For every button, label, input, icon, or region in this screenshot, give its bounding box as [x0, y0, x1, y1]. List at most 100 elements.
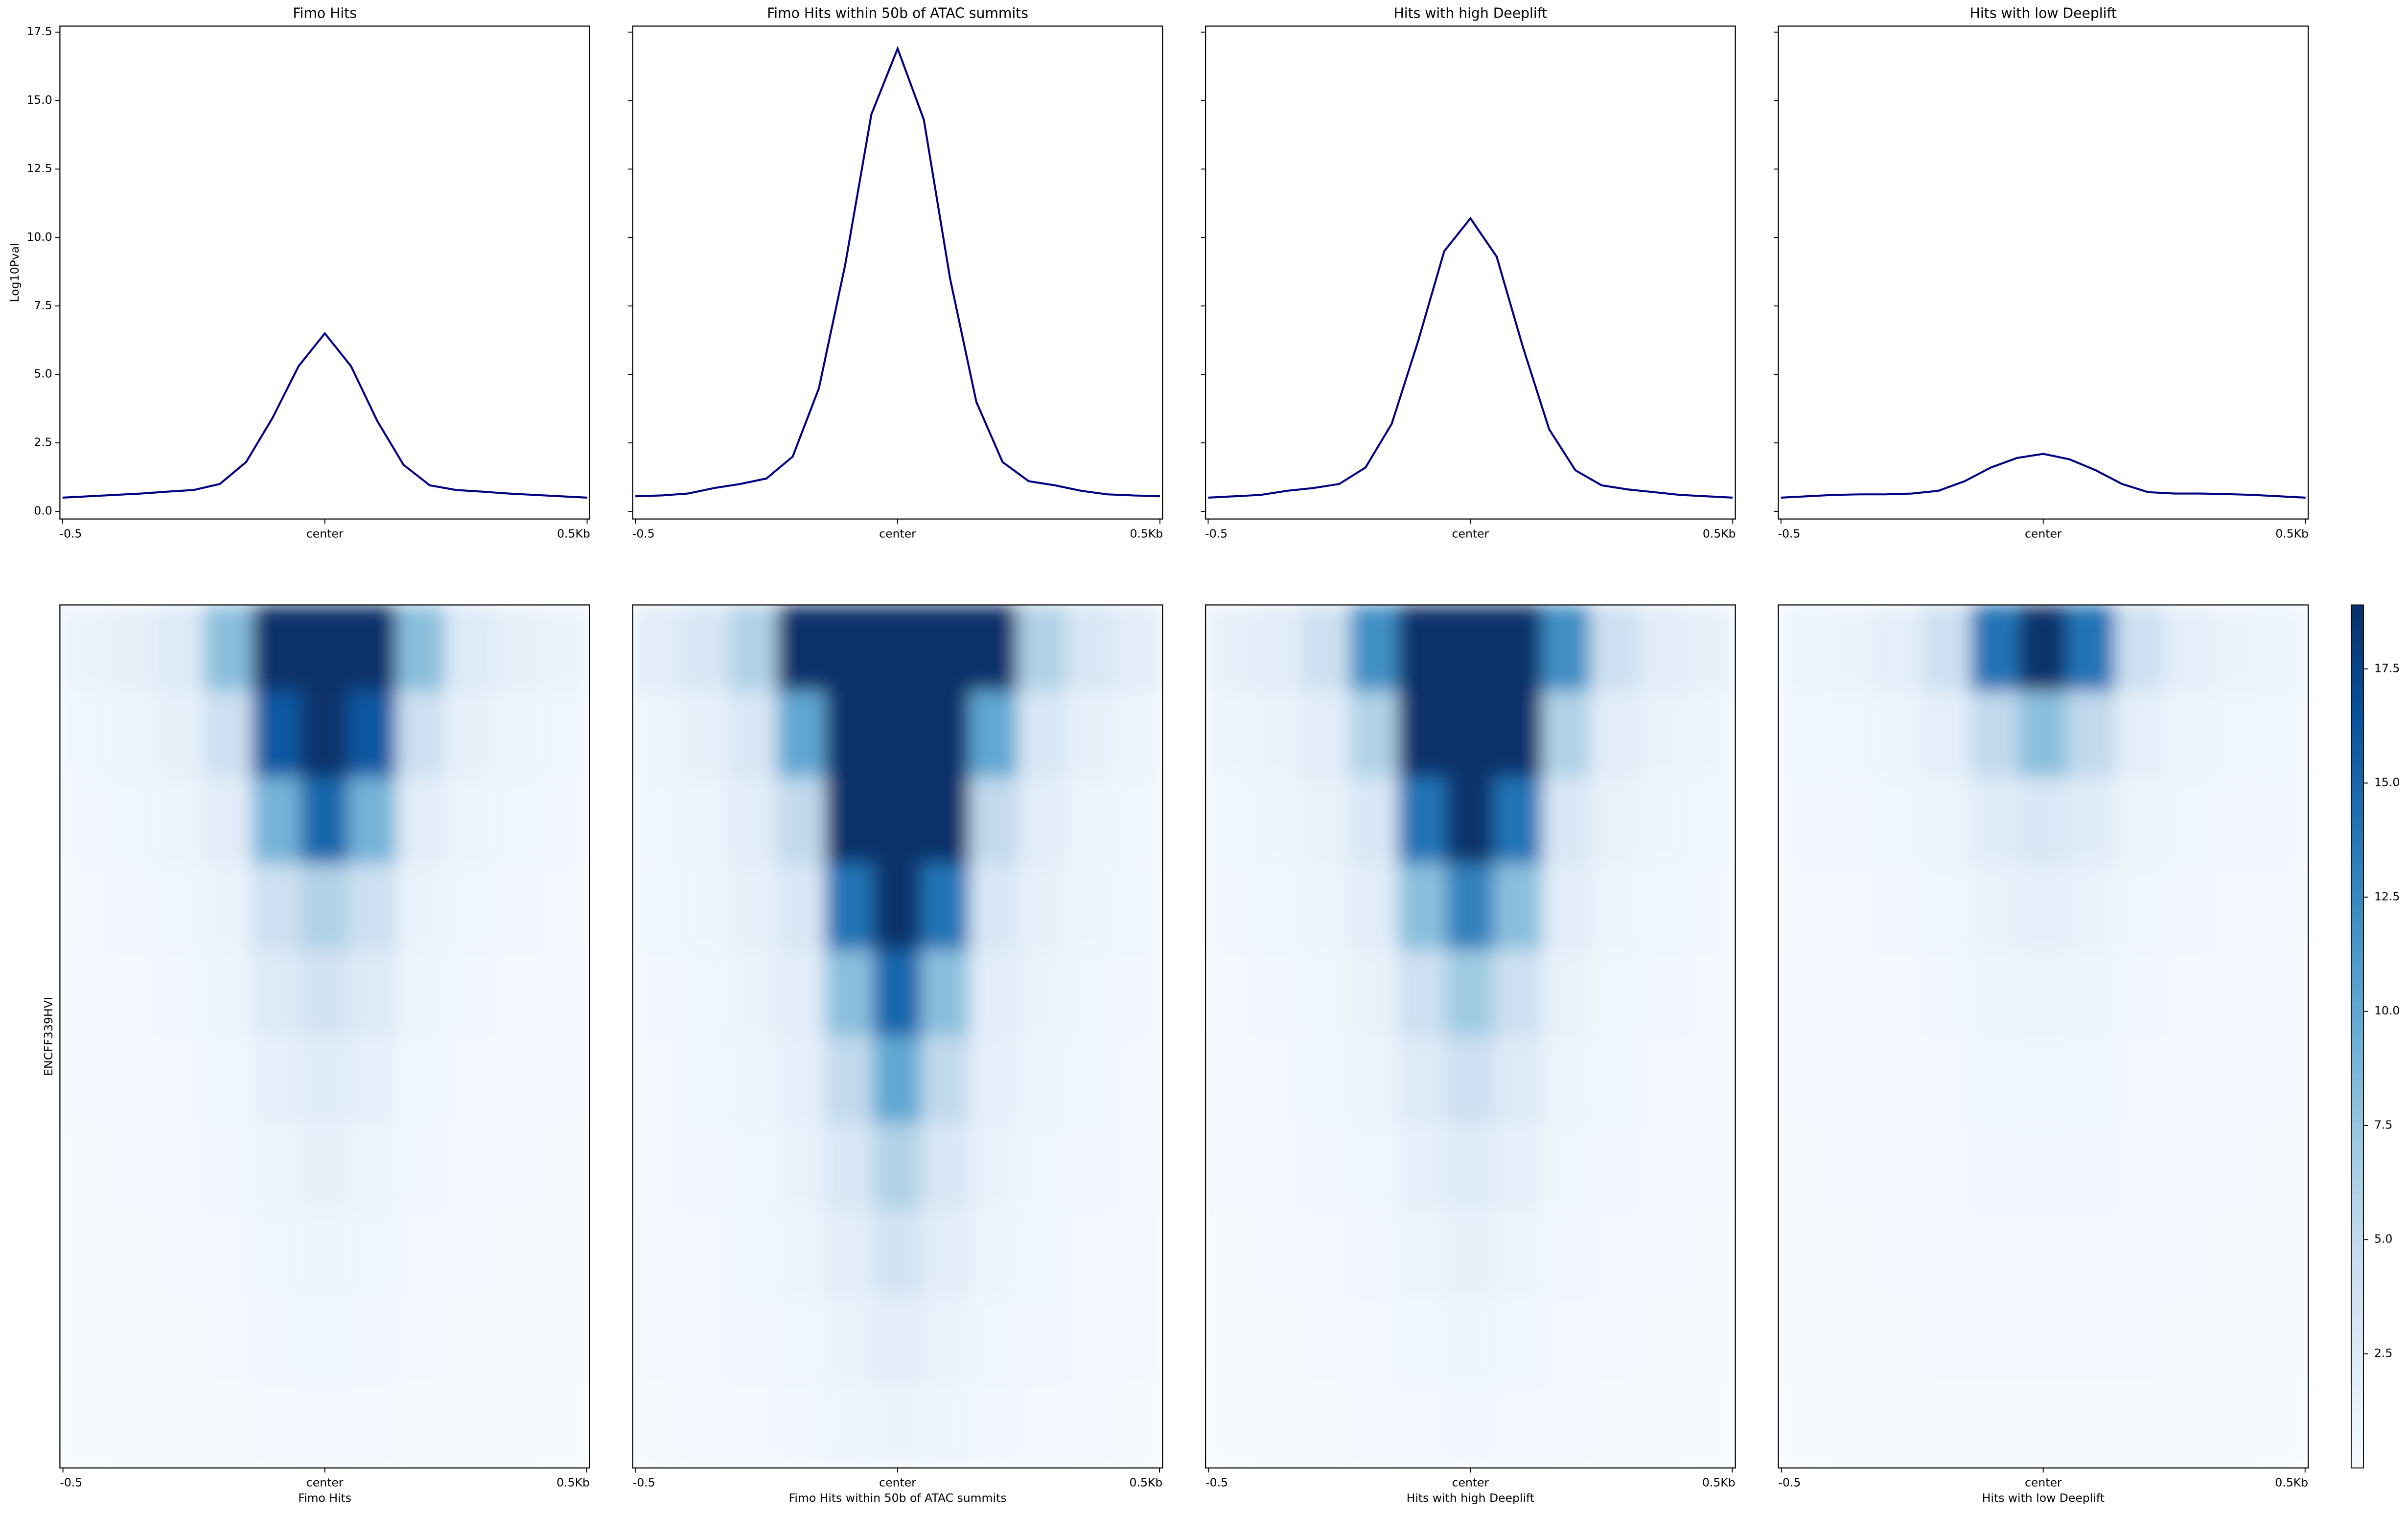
heatmap-cell — [728, 777, 778, 865]
heatmap-cell — [1542, 863, 1592, 951]
heatmap-cell — [969, 690, 1019, 778]
x-tick-label: center — [2025, 527, 2062, 540]
heatmap-cell — [2259, 777, 2309, 865]
heatmap-cell — [2259, 863, 2309, 951]
heatmap-cell — [1397, 1122, 1447, 1210]
colorbar-step — [2351, 1086, 2364, 1095]
heatmap-cell — [1687, 1036, 1736, 1124]
heatmap-cell — [1970, 863, 2020, 951]
colorbar-step — [2351, 1007, 2364, 1015]
heatmap-cell — [1065, 863, 1115, 951]
heatmap-cell — [1590, 1036, 1640, 1124]
colorbar-step — [2351, 712, 2364, 721]
heatmap-cell — [969, 863, 1019, 951]
colorbar-step — [2351, 834, 2364, 843]
heatmap-cell — [1970, 1381, 2020, 1468]
colorbar-step — [2351, 1345, 2364, 1354]
heatmap-cell — [1397, 777, 1447, 865]
y-tick-label: 7.5 — [34, 299, 52, 312]
colorbar-step — [2351, 942, 2364, 951]
colorbar-step — [2351, 1302, 2364, 1310]
colorbar-step — [2351, 691, 2364, 699]
heatmap-cell — [1349, 1036, 1399, 1124]
heatmap-cell — [1687, 777, 1736, 865]
colorbar-step — [2351, 1029, 2364, 1037]
heatmap-cell — [541, 1208, 590, 1296]
heatmap-cell — [777, 605, 826, 692]
heatmap-cell — [1826, 863, 1875, 951]
colorbar-step — [2351, 1431, 2364, 1440]
heatmap-cell — [1778, 863, 1827, 951]
heatmap-cell — [632, 1036, 682, 1124]
heatmap-cell — [156, 1295, 205, 1382]
heatmap-cell — [1826, 1036, 1875, 1124]
heatmap-cell — [541, 1122, 590, 1210]
heatmap-cell — [1397, 1295, 1447, 1382]
heatmap-cell — [969, 605, 1019, 692]
colorbar-step — [2351, 655, 2364, 663]
x-tick-label: -0.5 — [59, 527, 82, 540]
heatmap-cell — [1542, 949, 1592, 1037]
heatmap-cell — [396, 1036, 446, 1124]
colorbar-step — [2351, 612, 2364, 620]
heatmap-cell — [1922, 1122, 1972, 1210]
heatmap-cell — [1922, 690, 1972, 778]
heatmap-cell — [1778, 690, 1827, 778]
colorbar-step — [2351, 1316, 2364, 1325]
heatmap-cell — [348, 605, 398, 692]
heatmap-cell — [1205, 1381, 1254, 1468]
heatmap-cell — [444, 949, 494, 1037]
heatmap-cell — [2259, 605, 2309, 692]
heatmap-cell — [2018, 863, 2068, 951]
heatmap-cell — [1638, 777, 1688, 865]
heatmap-cell — [1301, 1122, 1351, 1210]
y-tick-label: 17.5 — [26, 24, 52, 38]
heatmap-cell — [1638, 1295, 1688, 1382]
colorbar-step — [2351, 871, 2364, 879]
heatmap-cell — [921, 690, 971, 778]
heatmap-cell — [300, 1122, 349, 1210]
colorbar-tick-label: 5.0 — [2374, 1232, 2392, 1246]
colorbar-step — [2351, 676, 2364, 685]
x-tick-label: center — [1452, 527, 1489, 540]
heatmap-cell — [204, 777, 253, 865]
heatmap-cell — [300, 1295, 349, 1382]
heatmap-cell — [1397, 949, 1447, 1037]
heatmap-cell — [1018, 1381, 1067, 1468]
heatmap-cell — [777, 1036, 826, 1124]
heatmap-cell — [1922, 1208, 1972, 1296]
heatmap-cell — [204, 1036, 253, 1124]
heatmap-cell — [541, 863, 590, 951]
heatmap-cell — [107, 863, 157, 951]
heatmap-cell — [396, 1122, 446, 1210]
heatmap-cell — [1301, 690, 1351, 778]
heatmap-cell — [107, 777, 157, 865]
heatmap-cell — [348, 1381, 398, 1468]
heatmap-cell — [396, 605, 446, 692]
heatmap-cell — [1301, 1036, 1351, 1124]
colorbar-step — [2351, 820, 2364, 828]
colorbar-step — [2351, 1424, 2364, 1432]
x-tick-label: center — [879, 1476, 916, 1490]
heatmap-cell — [2211, 690, 2261, 778]
heatmap-cell — [969, 949, 1019, 1037]
heatmap-cell — [2115, 1208, 2164, 1296]
heatmap-cell — [1446, 949, 1495, 1037]
heatmap-cell — [2115, 1122, 2164, 1210]
heatmap-cell — [873, 1036, 923, 1124]
heatmap-cell — [632, 690, 682, 778]
heatmap-cell — [396, 1295, 446, 1382]
heatmap-cell — [348, 777, 398, 865]
heatmap-cell — [348, 1036, 398, 1124]
heatmap-cell — [1113, 1381, 1163, 1468]
heatmap-cell — [1638, 1122, 1688, 1210]
colorbar-step — [2351, 1352, 2364, 1360]
heatmap-cell — [396, 690, 446, 778]
heatmap-cell — [680, 777, 730, 865]
heatmap-cell — [2115, 1295, 2164, 1382]
heatmap-cell — [493, 1295, 542, 1382]
colorbar-step — [2351, 986, 2364, 994]
heatmap-cell — [2163, 1295, 2213, 1382]
heatmap-cell — [60, 1122, 109, 1210]
heatmap-cell — [107, 1036, 157, 1124]
